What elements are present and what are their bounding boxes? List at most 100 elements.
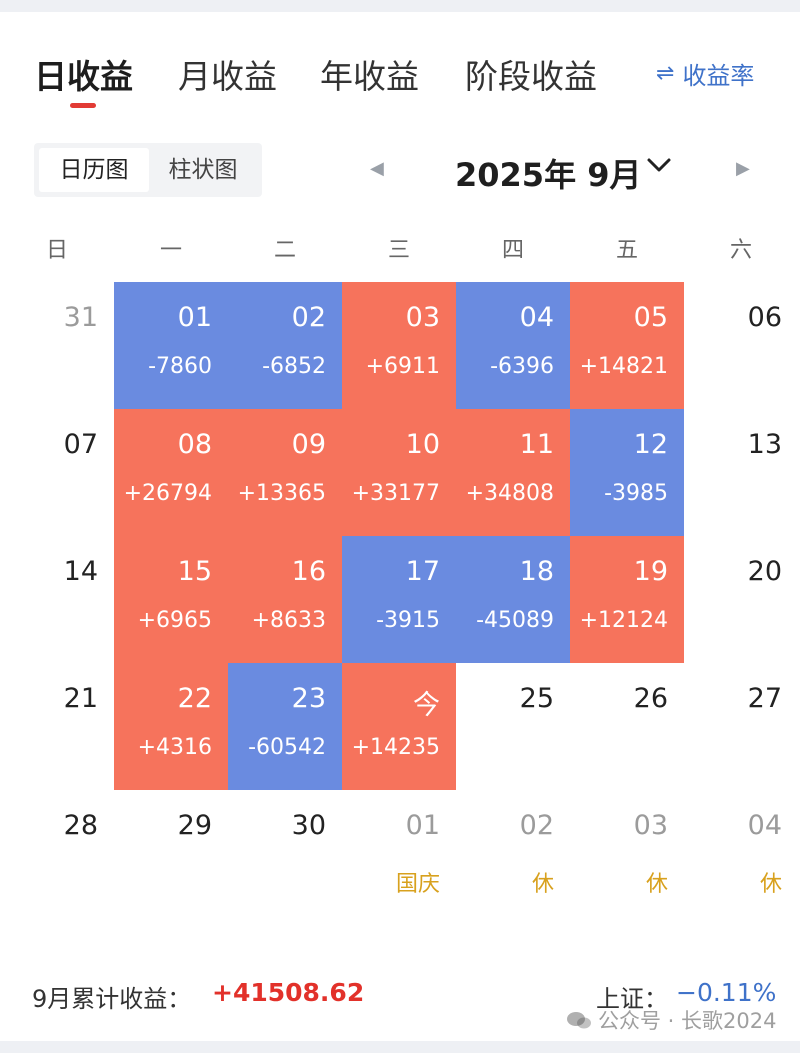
day-number: 16 <box>291 556 326 587</box>
day-number: 05 <box>633 302 668 333</box>
day-number: 18 <box>519 556 554 587</box>
calendar-view-button[interactable]: 日历图 <box>39 148 149 192</box>
weekday-fri: 五 <box>615 238 638 263</box>
calendar-day-cell[interactable]: 11 +34808 <box>456 409 570 536</box>
calendar-day[interactable]: 13 <box>747 429 782 460</box>
day-return-value: -3915 <box>376 608 440 633</box>
calendar-day[interactable]: 07 <box>63 429 98 460</box>
day-return-value: +33177 <box>351 481 440 506</box>
calendar-day[interactable]: 03 <box>633 810 668 841</box>
day-return-value: +4316 <box>137 735 212 760</box>
calendar-day[interactable]: 06 <box>747 302 782 333</box>
weekday-tue: 二 <box>273 238 296 263</box>
calendar-day[interactable]: 27 <box>747 683 782 714</box>
calendar-day-cell[interactable]: 05 +14821 <box>570 282 684 409</box>
bottom-strip <box>0 1041 800 1053</box>
calendar-day-cell[interactable]: 今 +14235 <box>342 663 456 790</box>
next-month-icon[interactable]: ▶ <box>736 158 750 179</box>
calendar-day[interactable]: 20 <box>747 556 782 587</box>
day-number: 22 <box>177 683 212 714</box>
day-return-value: +6911 <box>365 354 440 379</box>
tab-monthly-return[interactable]: 月收益 <box>178 57 277 96</box>
day-number: 04 <box>519 302 554 333</box>
calendar-day-cell[interactable]: 03 +6911 <box>342 282 456 409</box>
calendar-day[interactable]: 25 <box>519 683 554 714</box>
calendar-day-cell[interactable]: 12 -3985 <box>570 409 684 536</box>
calendar-day-cell[interactable]: 08 +26794 <box>114 409 228 536</box>
calendar-day-cell[interactable]: 09 +13365 <box>228 409 342 536</box>
weekday-sat: 六 <box>729 238 752 263</box>
calendar-day[interactable]: 26 <box>633 683 668 714</box>
prev-month-icon[interactable]: ◀ <box>370 158 384 179</box>
day-number: 15 <box>177 556 212 587</box>
day-return-value: +26794 <box>123 481 212 506</box>
calendar-day[interactable]: 29 <box>177 810 212 841</box>
wechat-icon <box>567 1012 591 1029</box>
day-return-value: +8633 <box>251 608 326 633</box>
day-return-value: +14821 <box>579 354 668 379</box>
weekday-mon: 一 <box>159 238 182 263</box>
return-rate-toggle[interactable]: ⇌ 收益率 <box>656 56 754 91</box>
top-strip <box>0 0 800 12</box>
chevron-down-icon[interactable] <box>646 152 672 178</box>
calendar-day-cell[interactable]: 10 +33177 <box>342 409 456 536</box>
calendar-day-cell[interactable]: 01 -7860 <box>114 282 228 409</box>
weekday-thu: 四 <box>501 238 524 263</box>
tab-yearly-return[interactable]: 年收益 <box>320 57 419 96</box>
day-number: 02 <box>291 302 326 333</box>
tab-daily-return[interactable]: 日收益 <box>34 57 133 96</box>
calendar-day[interactable]: 02 <box>519 810 554 841</box>
day-return-value: +6965 <box>137 608 212 633</box>
index-change-value: −0.11% <box>676 978 777 1007</box>
day-number: 09 <box>291 429 326 460</box>
day-number: 08 <box>177 429 212 460</box>
day-return-value: +14235 <box>351 735 440 760</box>
active-tab-indicator <box>70 103 96 108</box>
calendar-day-cell[interactable]: 16 +8633 <box>228 536 342 663</box>
day-return-value: -45089 <box>476 608 554 633</box>
view-toggle: 日历图 柱状图 <box>34 143 262 197</box>
calendar-day-cell[interactable]: 18 -45089 <box>456 536 570 663</box>
holiday-note: 国庆 <box>395 872 440 897</box>
day-return-value: -7860 <box>148 354 212 379</box>
holiday-note: 休 <box>759 872 782 897</box>
tab-period-return[interactable]: 阶段收益 <box>465 57 597 96</box>
calendar-day-cell[interactable]: 02 -6852 <box>228 282 342 409</box>
calendar-day[interactable]: 01 <box>405 810 440 841</box>
bar-view-button[interactable]: 柱状图 <box>168 157 238 183</box>
day-return-value: -6852 <box>262 354 326 379</box>
calendar-day-cell[interactable]: 23 -60542 <box>228 663 342 790</box>
holiday-note: 休 <box>645 872 668 897</box>
calendar-day[interactable]: 28 <box>63 810 98 841</box>
day-number: 23 <box>291 683 326 714</box>
calendar-day[interactable]: 14 <box>63 556 98 587</box>
weekday-sun: 日 <box>45 238 68 263</box>
calendar-day[interactable]: 30 <box>291 810 326 841</box>
day-number: 今 <box>413 690 440 721</box>
index-label: 上证： <box>596 985 668 1013</box>
monthly-total-label: 9月累计收益： <box>32 985 192 1013</box>
calendar-day-cell[interactable]: 19 +12124 <box>570 536 684 663</box>
holiday-note: 休 <box>531 872 554 897</box>
day-return-value: -60542 <box>248 735 326 760</box>
calendar-day-cell[interactable]: 22 +4316 <box>114 663 228 790</box>
day-return-value: +13365 <box>237 481 326 506</box>
day-number: 01 <box>177 302 212 333</box>
monthly-total-value: +41508.62 <box>212 978 365 1007</box>
day-number: 10 <box>405 429 440 460</box>
day-number: 17 <box>405 556 440 587</box>
swap-icon: ⇌ <box>656 61 675 86</box>
calendar-day[interactable]: 31 <box>63 302 98 333</box>
day-return-value: +12124 <box>579 608 668 633</box>
calendar-day-cell[interactable]: 04 -6396 <box>456 282 570 409</box>
weekday-wed: 三 <box>387 238 410 263</box>
calendar-day[interactable]: 04 <box>747 810 782 841</box>
return-rate-label: 收益率 <box>682 62 755 90</box>
day-return-value: +34808 <box>465 481 554 506</box>
day-number: 03 <box>405 302 440 333</box>
month-title[interactable]: 2025年 9月 <box>455 156 642 194</box>
calendar-day-cell[interactable]: 15 +6965 <box>114 536 228 663</box>
day-return-value: -3985 <box>604 481 668 506</box>
calendar-day[interactable]: 21 <box>63 683 98 714</box>
calendar-day-cell[interactable]: 17 -3915 <box>342 536 456 663</box>
